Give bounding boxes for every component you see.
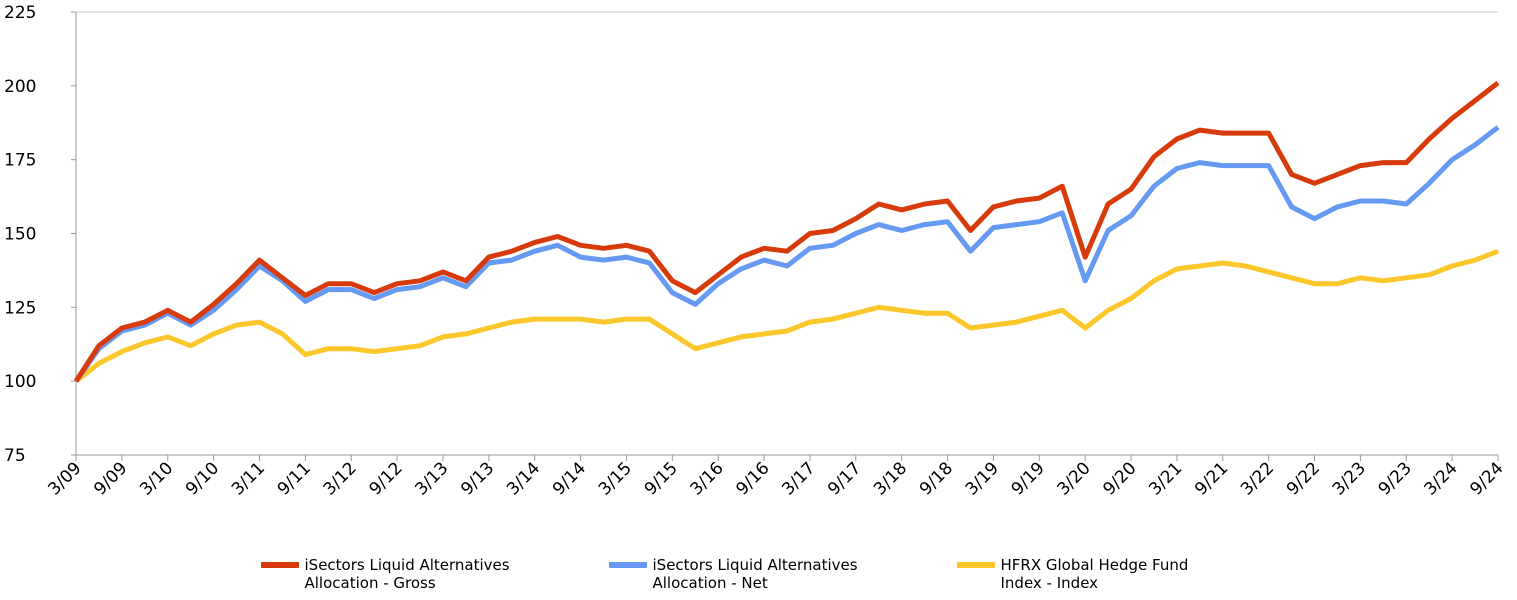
x-tick-label: 9/15	[641, 458, 682, 499]
x-tick-label: 3/09	[44, 458, 85, 499]
x-tick-label: 3/13	[411, 458, 452, 499]
y-tick-label: 150	[4, 225, 36, 245]
x-tick-label: 9/16	[732, 458, 773, 499]
y-tick-label: 175	[4, 151, 36, 171]
y-tick-label: 100	[4, 372, 36, 392]
x-tick-label: 3/24	[1421, 458, 1462, 499]
series-line	[74, 248, 1499, 384]
legend-item: iSectors Liquid Alternatives Allocation …	[608, 556, 909, 592]
series-line	[73, 80, 1500, 383]
x-tick-label: 3/22	[1237, 458, 1278, 499]
x-tick-label: 3/17	[778, 458, 819, 499]
x-tick-label: 3/19	[962, 458, 1003, 499]
legend-swatch	[608, 562, 647, 568]
legend-swatch	[956, 562, 995, 568]
x-tick-label: 9/20	[1099, 458, 1140, 499]
x-tick-label: 9/13	[457, 458, 498, 499]
x-tick-label: 3/23	[1329, 458, 1370, 499]
legend: iSectors Liquid Alternatives Allocation …	[0, 556, 1517, 592]
y-tick-label: 125	[4, 298, 36, 318]
x-tick-label: 9/24	[1466, 458, 1507, 499]
x-tick-label: 9/09	[90, 458, 131, 499]
x-tick-label: 9/11	[274, 458, 315, 499]
x-tick-label: 9/17	[824, 458, 865, 499]
x-tick-label: 9/23	[1375, 458, 1416, 499]
legend-swatch	[260, 562, 299, 568]
chart: 75 100 125 150 175 200 225 3/09 9/09 3/10 9/10 3/11…	[4, 3, 1508, 500]
y-tick-label: 200	[4, 77, 36, 97]
x-tick-label: 9/19	[1008, 458, 1049, 499]
x-tick-label: 9/12	[365, 458, 406, 499]
y-tick-label: 75	[4, 446, 26, 466]
x-tick-label: 3/12	[320, 458, 361, 499]
x-tick-label: 9/21	[1191, 458, 1232, 499]
x-tick-label: 3/16	[687, 458, 728, 499]
legend-label: HFRX Global Hedge Fund Index - Index	[1000, 556, 1189, 592]
x-tick-label: 3/21	[1145, 458, 1186, 499]
series-line	[73, 125, 1500, 383]
legend-label: iSectors Liquid Alternatives Allocation …	[652, 556, 858, 592]
legend-label: iSectors Liquid Alternatives Allocation …	[304, 556, 510, 592]
y-tick-label: 225	[4, 3, 36, 23]
x-tick-label: 3/20	[1054, 458, 1095, 499]
x-tick-label: 3/18	[870, 458, 911, 499]
x-tick-label: 9/22	[1283, 458, 1324, 499]
legend-item: iSectors Liquid Alternatives Allocation …	[260, 556, 561, 592]
x-tick-label: 9/14	[549, 458, 590, 499]
x-tick-label: 9/18	[916, 458, 957, 499]
x-tick-label: 3/10	[136, 458, 177, 499]
x-tick-label: 3/11	[228, 458, 269, 499]
x-tick-label: 9/10	[182, 458, 223, 499]
legend-item: HFRX Global Hedge Fund Index - Index	[956, 556, 1257, 592]
x-tick-label: 3/14	[503, 458, 544, 499]
x-tick-label: 3/15	[595, 458, 636, 499]
